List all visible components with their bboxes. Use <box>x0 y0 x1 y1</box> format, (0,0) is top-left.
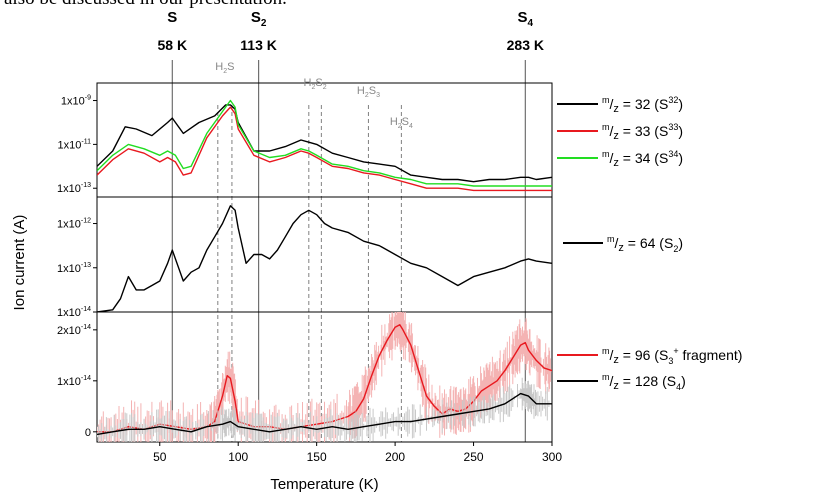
y-tick-label: 1x10-13 <box>57 182 91 195</box>
y-tick-label: 1x10-12 <box>57 218 91 231</box>
y-tick-label: 1x10-11 <box>58 138 92 151</box>
y-tick-label: 1x10-9 <box>61 95 91 108</box>
species-lines <box>218 105 402 442</box>
peak-label: S4 <box>518 9 534 29</box>
panel-frame <box>97 197 552 312</box>
legend-label: m/z = 64 (S2​) <box>607 234 683 254</box>
series-line <box>97 206 552 312</box>
legend-label: m/z = 34 (S34​) <box>602 149 683 169</box>
x-tick-label: 50 <box>153 450 167 464</box>
panel-series-group <box>97 300 552 455</box>
x-tick-label: 200 <box>385 450 405 464</box>
species-label: H2​S3​ <box>357 85 380 99</box>
y-tick-label: 2x10-14 <box>57 324 91 337</box>
y-tick-label: 0 <box>85 427 91 439</box>
x-tick-label: 150 <box>307 450 327 464</box>
peak-temperature: 113 K <box>240 37 277 53</box>
series-line <box>97 105 552 182</box>
x-tick-label: 100 <box>228 450 248 464</box>
peak-label: S <box>167 9 177 26</box>
panel-series-group <box>97 101 552 191</box>
x-axis-label: Temperature (K) <box>270 476 378 493</box>
legend-label: m/z = 96 (S3​+​ fragment) <box>602 346 742 366</box>
y-tick-label: 1x10-14 <box>57 375 91 388</box>
y-tick-label: 1x10-13 <box>57 262 91 275</box>
x-tick-label: 300 <box>542 450 562 464</box>
species-label: H2​S2​ <box>304 77 327 91</box>
y-axis-label: Ion current (A) <box>11 215 28 311</box>
panel-series-group <box>97 206 552 312</box>
series-line <box>97 101 552 187</box>
legend-label: m/z = 128 (S4​) <box>602 372 686 392</box>
legend-label: m/z = 32 (S32​) <box>602 95 683 115</box>
species-label: H2​S <box>215 61 234 75</box>
peak-temperature: 58 K <box>158 37 188 53</box>
peak-label: S2 <box>251 9 267 29</box>
x-tick-label: 250 <box>464 450 484 464</box>
peak-temperature: 283 K <box>507 37 544 53</box>
legend-label: m/z = 33 (S33​) <box>602 122 683 142</box>
species-label: H2​S4​ <box>390 116 413 130</box>
y-tick-label: 1x10-14 <box>57 306 91 319</box>
